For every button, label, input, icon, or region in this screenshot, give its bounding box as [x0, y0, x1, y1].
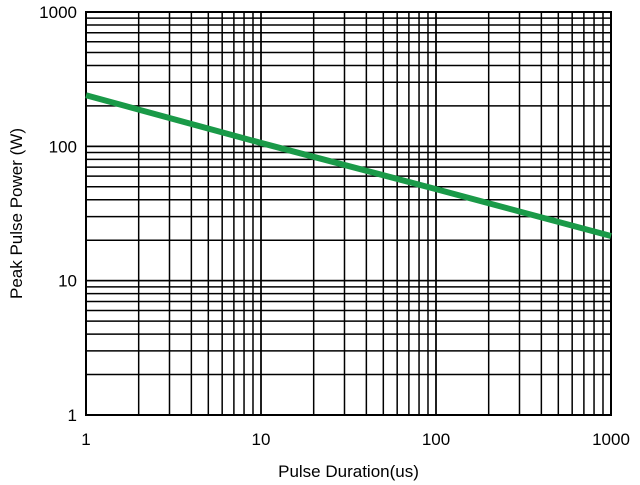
y-tick-label: 1: [68, 406, 77, 425]
y-tick-label: 100: [49, 137, 77, 156]
x-tick-labels: 1 10 100 1000: [81, 430, 630, 449]
grid-lines: [85, 11, 612, 416]
x-tick-label: 100: [422, 430, 450, 449]
y-tick-labels: 1 10 100 1000: [39, 3, 77, 425]
y-tick-label: 1000: [39, 3, 77, 22]
x-tick-label: 1000: [592, 430, 630, 449]
series-line: [85, 92, 612, 239]
series-curves: [85, 92, 612, 239]
y-axis-label: Peak Pulse Power (W): [7, 128, 26, 299]
x-axis-label: Pulse Duration(us): [278, 462, 419, 481]
x-tick-label: 1: [81, 430, 90, 449]
x-tick-label: 10: [252, 430, 271, 449]
plot-frame: [85, 11, 612, 416]
y-tick-label: 10: [58, 272, 77, 291]
